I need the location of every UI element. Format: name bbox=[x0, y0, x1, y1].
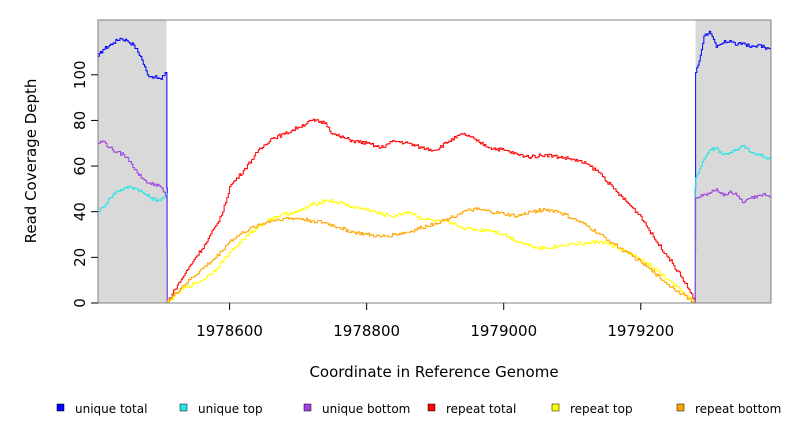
legend-label: repeat bottom bbox=[695, 402, 781, 416]
shaded-regions bbox=[98, 20, 771, 303]
legend-swatch bbox=[427, 403, 436, 412]
shaded-region-2 bbox=[695, 20, 771, 303]
y-tick-label: 80 bbox=[71, 111, 89, 130]
series-line-repeat-total bbox=[166, 118, 695, 304]
legend-label: repeat total bbox=[446, 402, 516, 416]
legend-swatch bbox=[179, 403, 188, 412]
x-tick-label: 1979200 bbox=[607, 322, 674, 340]
shaded-region-1 bbox=[98, 20, 167, 303]
legend: unique total unique top unique bottom repea… bbox=[56, 402, 781, 416]
y-tick-label: 60 bbox=[71, 157, 89, 176]
legend-label: repeat top bbox=[570, 402, 633, 416]
legend-item-unique-bottom: unique bottom bbox=[303, 402, 410, 416]
legend-swatch bbox=[676, 403, 685, 412]
series-line-repeat-bottom bbox=[166, 207, 695, 304]
legend-item-repeat-bottom: repeat bottom bbox=[676, 402, 781, 416]
legend-swatch bbox=[551, 403, 560, 412]
legend-label: unique total bbox=[75, 402, 147, 416]
x-axis: 1978600 1978800 1979000 1979200 bbox=[196, 303, 674, 340]
x-tick-label: 1979000 bbox=[470, 322, 537, 340]
series-lines bbox=[98, 30, 772, 304]
x-axis-title: Coordinate in Reference Genome bbox=[309, 363, 558, 381]
y-axis-title: Read Coverage Depth bbox=[22, 79, 40, 244]
series-line-unique-total bbox=[98, 30, 772, 304]
legend-label: unique bottom bbox=[322, 402, 410, 416]
legend-swatch bbox=[303, 403, 312, 412]
legend-item-unique-top: unique top bbox=[179, 402, 263, 416]
legend-label: unique top bbox=[198, 402, 263, 416]
y-tick-label: 0 bbox=[71, 298, 89, 308]
series-line-repeat-top bbox=[166, 199, 695, 304]
legend-item-repeat-total: repeat total bbox=[427, 402, 516, 416]
y-tick-label: 100 bbox=[71, 60, 89, 89]
legend-item-unique-total: unique total bbox=[56, 402, 147, 416]
legend-item-repeat-top: repeat top bbox=[551, 402, 633, 416]
y-tick-label: 40 bbox=[71, 202, 89, 221]
plot-frame bbox=[97, 19, 772, 304]
y-axis: 0 20 40 60 80 100 bbox=[71, 60, 98, 308]
x-tick-label: 1978800 bbox=[333, 322, 400, 340]
legend-swatch bbox=[56, 403, 65, 412]
y-tick-label: 20 bbox=[71, 248, 89, 267]
x-tick-label: 1978600 bbox=[196, 322, 263, 340]
